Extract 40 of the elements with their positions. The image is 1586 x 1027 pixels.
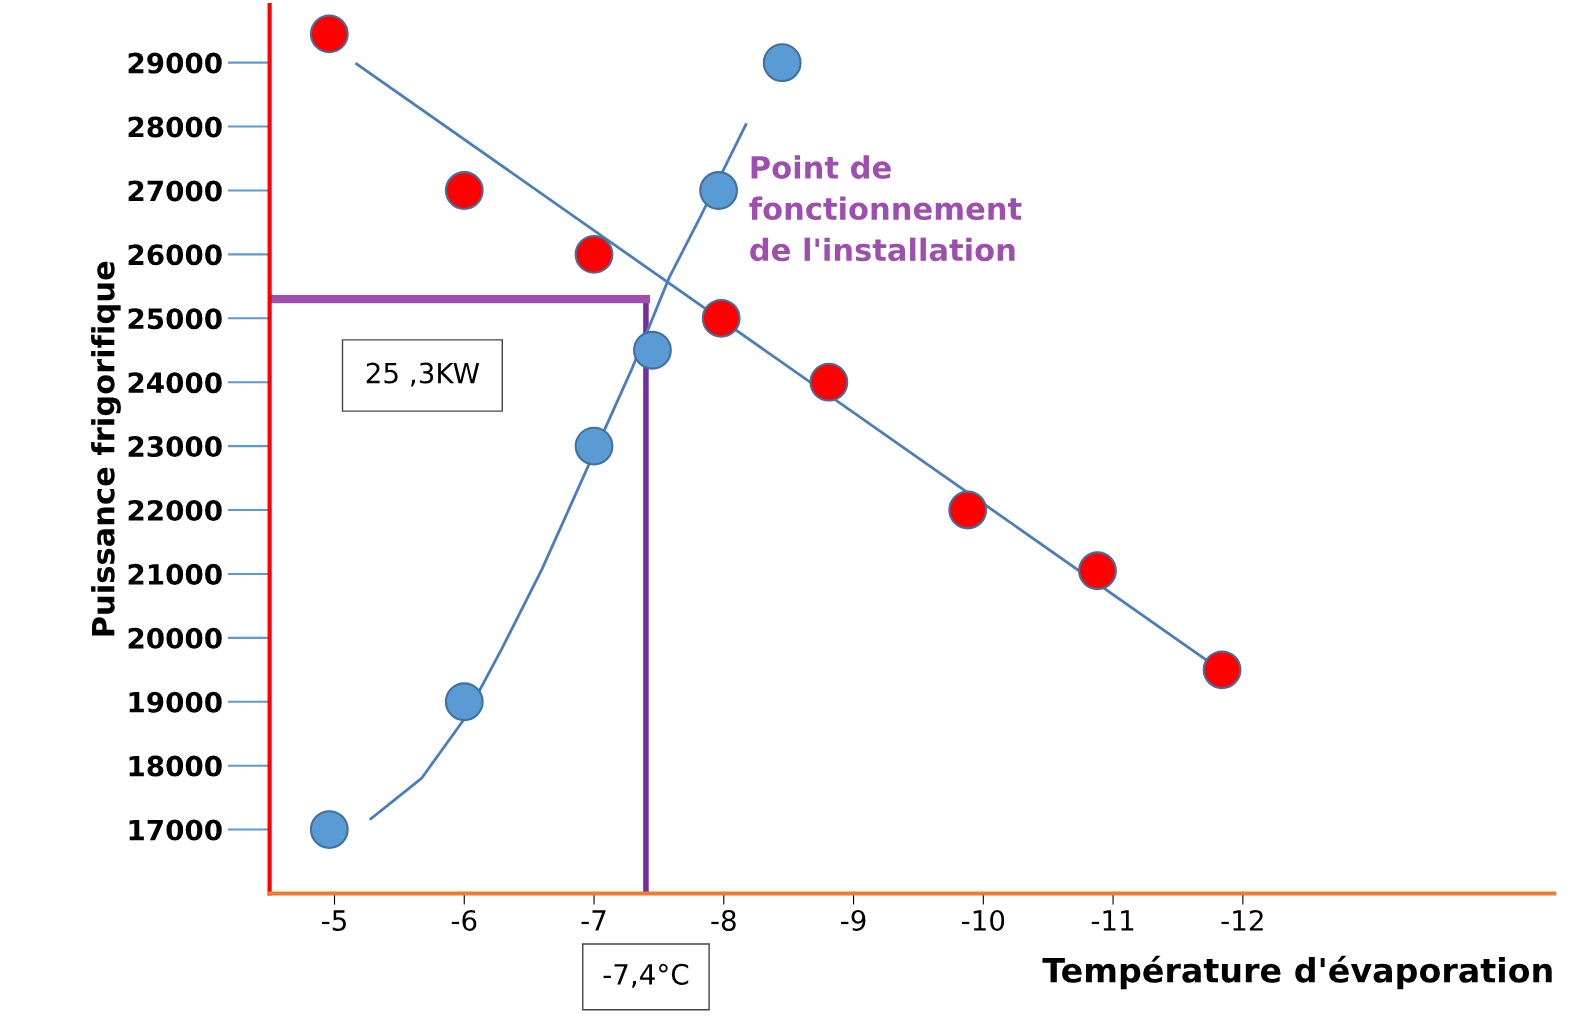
x-tick-label: -5 <box>322 910 346 931</box>
point <box>1202 650 1242 690</box>
point <box>701 298 741 338</box>
x-tick-label: -9 <box>841 909 866 931</box>
annotation: Point de fonctionnement de l'installation <box>749 155 1022 262</box>
point <box>633 330 672 370</box>
point <box>574 234 614 274</box>
y-tick-label: 17000 <box>129 819 222 841</box>
x-tick-label: -11 <box>1091 910 1134 931</box>
point <box>762 43 802 83</box>
point <box>948 490 988 530</box>
x-tick-label: -12 <box>1221 909 1263 931</box>
y-tick-label: 21000 <box>128 563 222 585</box>
point <box>309 810 349 849</box>
y-axis-title: Puissance frigorifique <box>91 261 121 636</box>
x-tick-label: -6 <box>451 909 477 931</box>
point <box>1078 551 1117 591</box>
x-tick-label: -7 <box>581 910 606 931</box>
y-tick-label: 28000 <box>128 116 222 138</box>
x-axis-title: Température d'évaporation <box>1042 955 1552 990</box>
point <box>809 362 849 402</box>
y-tick-label: 19000 <box>129 691 222 713</box>
y-tick-label: 27000 <box>128 180 222 202</box>
y-tick-label: 29000 <box>128 52 222 74</box>
point <box>699 171 739 210</box>
x-tick-label: -10 <box>961 909 1005 931</box>
y-tick-label: 18000 <box>129 755 222 777</box>
y-tick-label: 22000 <box>128 499 222 521</box>
point <box>444 682 484 722</box>
x-tick-label: -8 <box>711 909 736 931</box>
point <box>309 14 349 54</box>
y-tick-label: 20000 <box>128 627 222 649</box>
ref-line-label: -7,4°C <box>603 963 689 988</box>
y-tick-label: 26000 <box>128 244 222 266</box>
point <box>574 426 614 466</box>
ref-line-label: 25 ,3KW <box>366 362 480 387</box>
y-tick-label: 25000 <box>128 308 222 330</box>
y-tick-label: 23000 <box>128 436 222 458</box>
y-tick-label: 24000 <box>128 372 222 394</box>
point <box>444 171 484 210</box>
